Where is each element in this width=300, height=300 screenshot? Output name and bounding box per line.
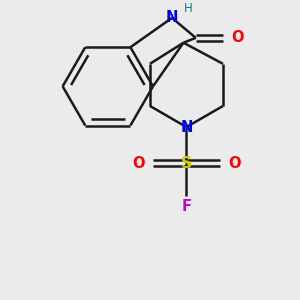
Text: O: O [132, 156, 145, 171]
Text: F: F [182, 200, 191, 214]
Text: O: O [228, 156, 241, 171]
Text: S: S [181, 156, 192, 171]
Text: N: N [166, 11, 178, 26]
Text: H: H [184, 2, 193, 15]
Text: N: N [180, 120, 193, 135]
Text: O: O [232, 30, 244, 45]
